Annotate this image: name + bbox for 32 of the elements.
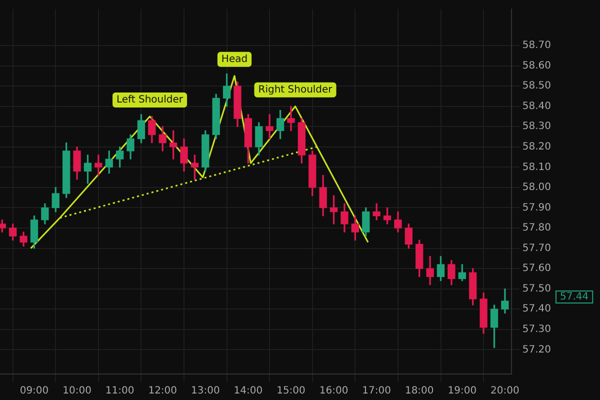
- annotation: Right Shoulder: [258, 84, 334, 96]
- y-tick-label: 57.40: [522, 304, 552, 315]
- x-tick-label: 19:00: [448, 386, 477, 397]
- x-tick-label: 17:00: [362, 386, 391, 397]
- x-tick-label: 10:00: [62, 386, 92, 397]
- y-tick-label: 57.70: [522, 242, 552, 254]
- x-tick-label: 09:00: [20, 386, 49, 397]
- y-tick-label: 57.30: [522, 324, 552, 335]
- x-tick-label: 18:00: [404, 386, 434, 397]
- y-tick-label: 58.50: [522, 80, 552, 92]
- y-tick-label: 58.40: [522, 100, 552, 112]
- y-tick-label: 57.20: [522, 344, 552, 356]
- y-tick-label: 58.70: [522, 40, 552, 52]
- x-tick-label: 16:00: [319, 386, 348, 397]
- y-tick-label: 58.00: [522, 182, 552, 194]
- x-tick-label: 13:00: [190, 386, 220, 397]
- y-tick-label: 57.90: [522, 202, 552, 214]
- x-tick-label: 11:00: [105, 386, 134, 397]
- x-tick-label: 15:00: [276, 386, 306, 397]
- y-tick-label: 58.30: [522, 121, 552, 132]
- y-tick-label: 58.20: [522, 141, 552, 152]
- y-tick-label: 58.10: [522, 162, 552, 173]
- y-tick-label: 57.60: [522, 263, 552, 274]
- x-tick-label: 20:00: [490, 386, 520, 397]
- y-tick-label: 57.80: [522, 222, 552, 234]
- annotation: Head: [221, 54, 248, 66]
- x-tick-label: 14:00: [234, 386, 263, 397]
- annotation: Left Shoulder: [116, 94, 184, 106]
- x-tick-label: 12:00: [148, 386, 178, 397]
- y-tick-label: 57.50: [522, 283, 552, 294]
- text: 57.44: [560, 292, 589, 303]
- y-tick-label: 58.60: [522, 60, 552, 72]
